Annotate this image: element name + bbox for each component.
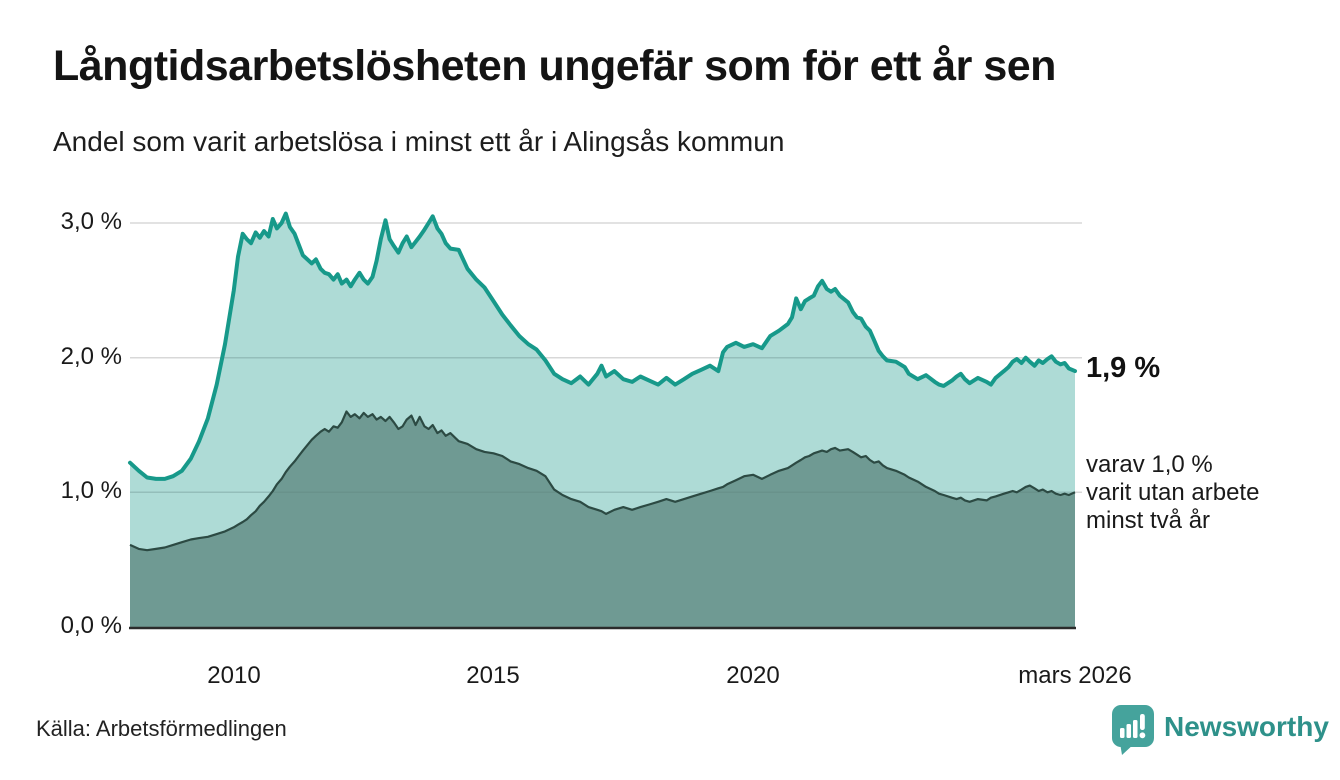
x-axis-tick-2015: 2015 (466, 662, 520, 689)
breakdown-line-2: varit utan arbete (1086, 479, 1260, 506)
x-axis-tick-2010: 2010 (207, 662, 261, 689)
y-axis-tick-0pct: 0,0 % (60, 612, 122, 639)
breakdown-annotation: varav 1,0 % varit utan arbete minst två … (1086, 451, 1259, 535)
newsworthy-bubble-chart-icon (1112, 705, 1154, 755)
breakdown-line-1: varav 1,0 % (1086, 451, 1213, 478)
latest-total-annotation: 1,9 % (1086, 352, 1161, 384)
y-axis-tick-3pct: 3,0 % (60, 208, 122, 235)
newsworthy-wordmark: Newsworthy (1164, 711, 1329, 742)
source-note: Källa: Arbetsförmedlingen (36, 716, 287, 741)
x-axis-tick-2020: 2020 (726, 662, 780, 689)
y-axis-tick-2pct: 2,0 % (60, 343, 122, 370)
x-axis-tick-mars-2026: mars 2026 (1018, 662, 1132, 689)
page-title: Långtidsarbetslösheten ungefär som för e… (53, 42, 1056, 90)
breakdown-line-3: minst två år (1086, 507, 1211, 534)
y-axis-tick-1pct: 1,0 % (60, 477, 122, 504)
newsworthy-logo: Newsworthy (1112, 705, 1329, 755)
page-subtitle: Andel som varit arbetslösa i minst ett å… (53, 126, 785, 157)
